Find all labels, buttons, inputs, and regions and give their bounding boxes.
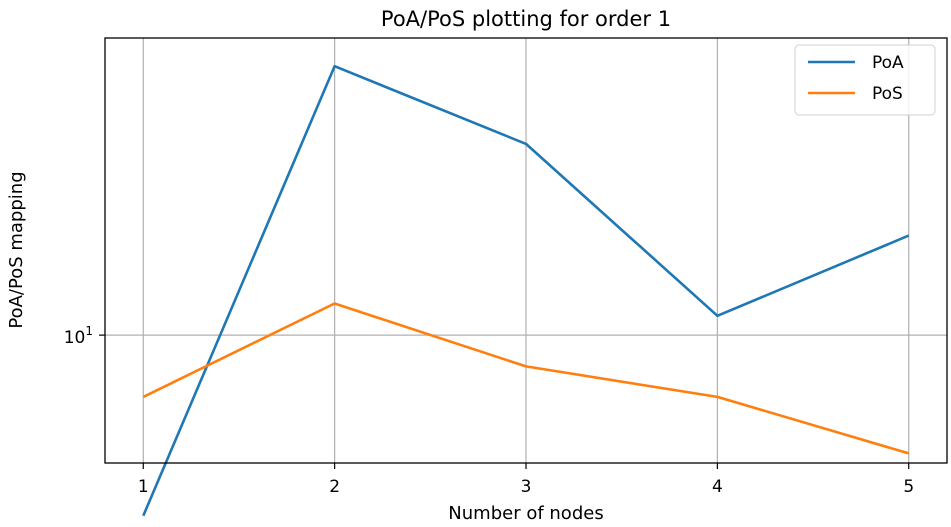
series-line-poa — [142, 64, 910, 517]
y-axis-label: PoA/PoS mapping — [6, 171, 27, 328]
y-tick-label: 101 — [64, 324, 93, 348]
x-tick-label: 4 — [712, 477, 723, 497]
legend-box — [794, 44, 936, 116]
x-tick-label: 1 — [138, 477, 149, 497]
series-line-pos — [142, 302, 910, 455]
legend-label-pos: PoS — [872, 84, 903, 104]
x-tick-label: 5 — [903, 477, 914, 497]
y-axis-ticks: 101 — [64, 324, 105, 348]
x-axis-label: Number of nodes — [448, 503, 603, 524]
chart-title: PoA/PoS plotting for order 1 — [381, 7, 671, 31]
x-tick-label: 3 — [521, 477, 532, 497]
x-tick-label: 2 — [329, 477, 340, 497]
legend-label-poa: PoA — [872, 53, 904, 73]
x-axis-ticks: 1 2 3 4 5 — [138, 463, 914, 497]
legend: PoA PoS — [794, 44, 936, 116]
series-lines — [142, 64, 910, 517]
